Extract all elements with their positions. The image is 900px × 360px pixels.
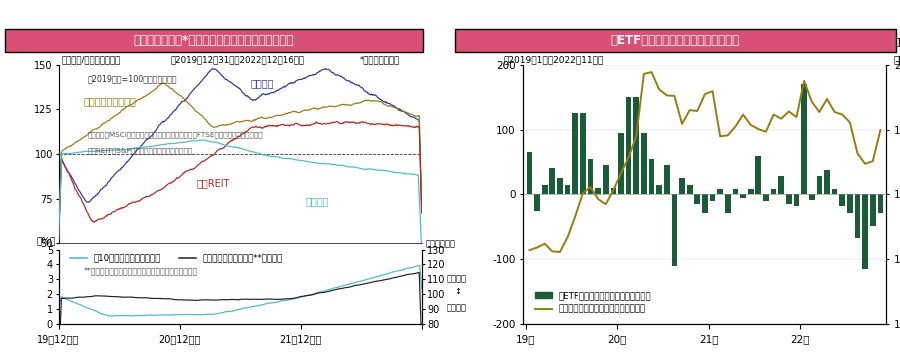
Bar <box>840 194 845 206</box>
Text: ↕: ↕ <box>454 287 462 296</box>
Text: 世界株式: 世界株式 <box>251 78 274 88</box>
Bar <box>748 189 753 194</box>
Bar <box>649 159 654 194</box>
Text: （米ドル/トロイオンス）: （米ドル/トロイオンス） <box>61 56 121 65</box>
Text: **主要通貨に対する米ドルの総合的な強さを示す指数: **主要通貨に対する米ドルの総合的な強さを示す指数 <box>84 266 198 275</box>
Bar <box>680 178 685 194</box>
Bar <box>870 194 876 225</box>
Bar <box>710 194 716 201</box>
Bar <box>580 113 586 194</box>
Bar <box>847 194 852 212</box>
Bar <box>770 189 777 194</box>
Bar <box>588 159 593 194</box>
Bar <box>702 194 707 212</box>
Bar <box>724 194 731 212</box>
Bar <box>832 189 838 194</box>
Bar <box>603 165 608 194</box>
Bar <box>763 194 769 201</box>
Bar <box>878 194 883 212</box>
Bar <box>557 178 562 194</box>
Bar <box>564 185 571 194</box>
Text: （トン）: （トン） <box>531 31 554 41</box>
Bar <box>778 176 784 194</box>
Bar <box>824 170 830 194</box>
Text: 世界REIT：S&Pグローバルリート（配当込み）: 世界REIT：S&Pグローバルリート（配当込み） <box>87 147 193 154</box>
Bar <box>740 194 746 198</box>
Bar <box>664 165 670 194</box>
Bar <box>656 185 662 194</box>
Bar <box>542 185 547 194</box>
Bar <box>618 133 624 194</box>
Legend: 米10年国債利回り（左軸）, 米ドル・インデックス**（右軸）: 米10年国債利回り（左軸）, 米ドル・インデックス**（右軸） <box>67 250 286 266</box>
Bar <box>755 156 761 194</box>
Text: 米ドル安: 米ドル安 <box>447 303 467 312</box>
Text: （2019年末=100として指数化）: （2019年末=100として指数化） <box>87 74 177 83</box>
Bar <box>610 188 616 194</box>
Bar <box>809 194 814 199</box>
Text: （2019年1月～2022年11月）: （2019年1月～2022年11月） <box>503 56 604 65</box>
Text: （2019年12月31日～2022年12月16日）: （2019年12月31日～2022年12月16日） <box>171 56 305 65</box>
Bar <box>695 194 700 204</box>
FancyBboxPatch shape <box>4 29 423 52</box>
Bar <box>535 194 540 211</box>
Bar <box>733 189 738 194</box>
Text: 金ETFの金保有量と金現物価格の推移: 金ETFの金保有量と金現物価格の推移 <box>610 34 740 47</box>
Bar <box>634 97 639 194</box>
Bar <box>572 113 578 194</box>
Bar <box>641 133 647 194</box>
Bar <box>526 152 532 194</box>
Bar <box>794 194 799 206</box>
Text: （ポイント）: （ポイント） <box>426 239 455 248</box>
Bar <box>717 189 723 194</box>
Text: 米ドル高: 米ドル高 <box>447 274 467 283</box>
Text: 世界国債: 世界国債 <box>305 196 328 206</box>
FancyBboxPatch shape <box>454 29 896 52</box>
Bar <box>595 188 601 194</box>
Bar <box>816 176 823 194</box>
Text: 主要資産の価格*と米ドルおよび米長期金利の推移: 主要資産の価格*と米ドルおよび米長期金利の推移 <box>133 34 294 47</box>
Text: 世界株式：MSCIワールド（配当込み）、世界国債：FTSE世界国債インデックス、: 世界株式：MSCIワールド（配当込み）、世界国債：FTSE世界国債インデックス、 <box>87 131 263 138</box>
Bar <box>801 84 807 194</box>
Text: ニューヨーク金先物: ニューヨーク金先物 <box>84 96 137 106</box>
Bar <box>862 194 868 269</box>
Bar <box>550 168 555 194</box>
Bar <box>626 97 632 194</box>
Bar <box>786 194 792 204</box>
Bar <box>687 185 692 194</box>
Text: トロイオンス）: トロイオンス） <box>894 54 900 64</box>
Bar <box>671 194 678 266</box>
Text: （%）: （%） <box>37 237 56 246</box>
Text: 世界REIT: 世界REIT <box>196 178 230 188</box>
Legend: 金ETFの金保有量の月間増減（左軸）, ロンドン金現物価格（月末値、右軸）: 金ETFの金保有量の月間増減（左軸）, ロンドン金現物価格（月末値、右軸） <box>531 288 655 317</box>
Text: （米ドル/: （米ドル/ <box>894 36 900 46</box>
Bar <box>855 194 860 238</box>
Text: *米ドル・ベース: *米ドル・ベース <box>360 56 400 65</box>
